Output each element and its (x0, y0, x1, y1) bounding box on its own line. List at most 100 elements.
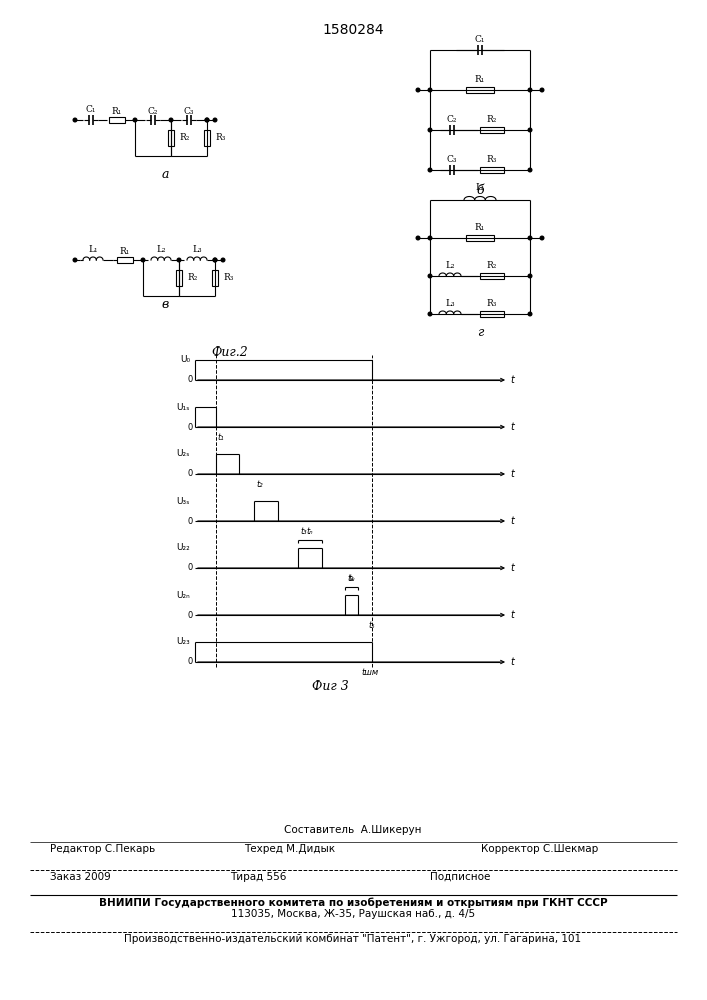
Bar (176, 270, 182, 286)
Text: R₃: R₃ (215, 133, 226, 142)
Text: 0: 0 (188, 610, 193, 619)
Circle shape (141, 258, 145, 262)
Bar (480, 127, 504, 133)
Bar (109, 117, 125, 123)
Text: г: г (477, 326, 483, 338)
Circle shape (214, 258, 217, 262)
Circle shape (528, 236, 532, 240)
Text: R₃: R₃ (487, 155, 497, 164)
Text: L₃: L₃ (192, 245, 201, 254)
Text: t₁: t₁ (218, 433, 224, 442)
Text: Тирад 556: Тирад 556 (230, 872, 286, 882)
Text: 0: 0 (188, 422, 193, 432)
Text: R₁: R₁ (120, 246, 130, 255)
Text: 0: 0 (188, 564, 193, 572)
Circle shape (428, 168, 432, 172)
Circle shape (428, 274, 432, 278)
Text: 0: 0 (188, 470, 193, 479)
Bar (117, 257, 133, 263)
Text: 0: 0 (188, 516, 193, 526)
Text: t₄: t₄ (347, 574, 354, 583)
Text: 0: 0 (188, 375, 193, 384)
Bar (480, 273, 504, 279)
Circle shape (428, 128, 432, 132)
Text: Фиг 3: Фиг 3 (312, 680, 349, 694)
Text: L₃: L₃ (445, 298, 455, 308)
Text: C₃: C₃ (184, 106, 194, 115)
Text: tшм: tшм (361, 668, 379, 677)
Text: а: а (161, 168, 169, 182)
Text: C₂: C₂ (148, 106, 158, 115)
Text: Подписное: Подписное (430, 872, 491, 882)
Circle shape (169, 118, 173, 122)
Circle shape (74, 118, 77, 122)
Circle shape (177, 258, 181, 262)
Circle shape (133, 118, 136, 122)
Text: U₂ₛ: U₂ₛ (177, 450, 190, 458)
Text: L₂: L₂ (156, 245, 166, 254)
Text: U₁ₛ: U₁ₛ (177, 402, 190, 412)
Circle shape (540, 88, 544, 92)
Text: 113035, Москва, Ж-35, Раушская наб., д. 4/5: 113035, Москва, Ж-35, Раушская наб., д. … (231, 909, 475, 919)
Text: t₅: t₅ (368, 621, 375, 630)
Bar (466, 235, 494, 241)
Text: U₀: U₀ (180, 356, 190, 364)
Text: L₁: L₁ (88, 245, 98, 254)
Circle shape (528, 312, 532, 316)
Bar (466, 87, 494, 93)
Text: t: t (510, 516, 514, 526)
Circle shape (428, 88, 432, 92)
Circle shape (205, 118, 209, 122)
Circle shape (528, 274, 532, 278)
Text: R₃: R₃ (223, 273, 233, 282)
Circle shape (214, 258, 217, 262)
Circle shape (221, 258, 225, 262)
Circle shape (416, 236, 420, 240)
Text: Заказ 2009: Заказ 2009 (50, 872, 111, 882)
Circle shape (205, 118, 209, 122)
Text: Редактор С.Пекарь: Редактор С.Пекарь (50, 844, 156, 854)
Text: Производственно-издательский комбинат "Патент", г. Ужгород, ул. Гагарина, 101: Производственно-издательский комбинат "П… (124, 934, 582, 944)
Circle shape (528, 128, 532, 132)
Text: C₃: C₃ (447, 155, 457, 164)
Text: R₂: R₂ (179, 133, 189, 142)
Text: U₃ₛ: U₃ₛ (177, 496, 190, 506)
Text: Составитель  А.Шикерун: Составитель А.Шикерун (284, 825, 422, 835)
Text: L₁: L₁ (475, 184, 485, 192)
Text: R₂: R₂ (487, 261, 497, 270)
Circle shape (74, 258, 77, 262)
Circle shape (428, 236, 432, 240)
Text: Фиг.2: Фиг.2 (211, 346, 248, 359)
Text: U₂₂: U₂₂ (176, 544, 190, 552)
Text: t: t (510, 563, 514, 573)
Text: Техред М.Дидык: Техред М.Дидык (245, 844, 336, 854)
Bar (480, 167, 504, 173)
Text: R₁: R₁ (112, 106, 122, 115)
Circle shape (416, 88, 420, 92)
Text: t₂: t₂ (256, 480, 262, 489)
Text: 1580284: 1580284 (322, 23, 384, 37)
Text: U₂ₙ: U₂ₙ (176, 590, 190, 599)
Text: R₁: R₁ (475, 76, 485, 85)
Text: C₂: C₂ (447, 115, 457, 124)
Text: t: t (510, 657, 514, 667)
Bar (204, 130, 210, 146)
Text: ВНИИПИ Государственного комитета по изобретениям и открытиям при ГКНТ СССР: ВНИИПИ Государственного комитета по изоб… (99, 897, 607, 908)
Text: б: б (477, 184, 484, 196)
Text: U₂₃: U₂₃ (176, 638, 190, 647)
Text: 0: 0 (188, 658, 193, 666)
Text: tₙ: tₙ (307, 527, 313, 536)
Circle shape (428, 312, 432, 316)
Text: t: t (510, 375, 514, 385)
Text: t: t (510, 610, 514, 620)
Text: R₂: R₂ (487, 115, 497, 124)
Text: R₂: R₂ (187, 273, 197, 282)
Circle shape (214, 118, 217, 122)
Text: L₂: L₂ (445, 260, 455, 269)
Text: t₃: t₃ (300, 527, 307, 536)
Text: R₃: R₃ (487, 300, 497, 308)
Bar (480, 311, 504, 317)
Text: C₁: C₁ (86, 105, 96, 114)
Text: Корректор С.Шекмар: Корректор С.Шекмар (481, 844, 599, 854)
Text: t: t (510, 469, 514, 479)
